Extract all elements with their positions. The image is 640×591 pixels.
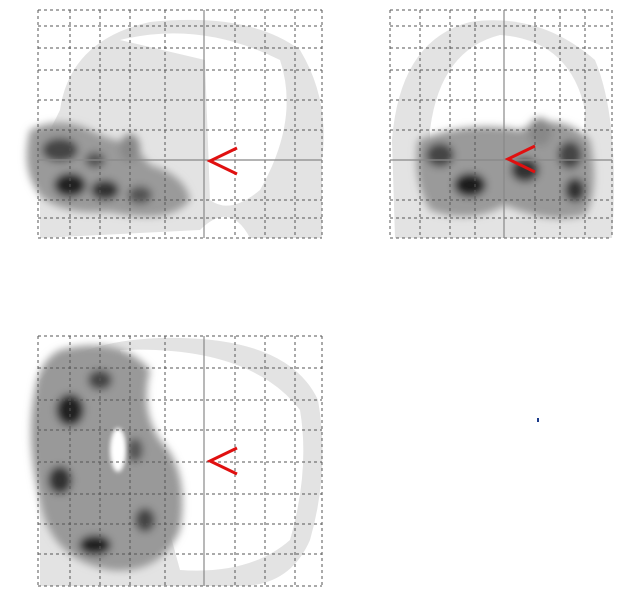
coronal-panel <box>390 10 614 238</box>
activation-blobs <box>417 118 595 218</box>
sagittal-panel <box>27 10 324 238</box>
dot <box>537 418 539 422</box>
glass-brain-figure <box>0 0 640 591</box>
axial-panel <box>31 336 323 586</box>
ventricle-gap <box>110 428 126 472</box>
page: (() => { const data = JSON.parse(documen… <box>0 0 640 591</box>
